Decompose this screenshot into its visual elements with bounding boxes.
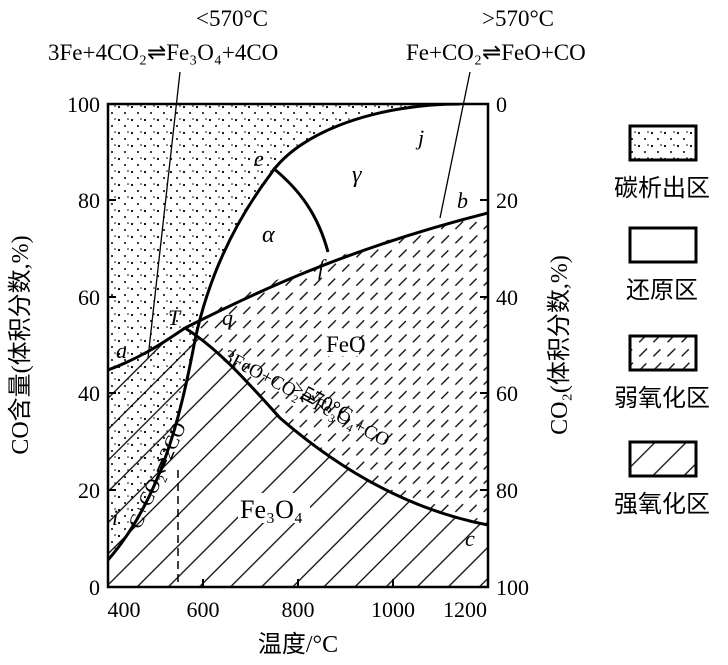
point-i-label: i [112, 505, 118, 530]
region-fe3o4-label: Fe₃O₄ [240, 495, 303, 524]
point-e-label: e [254, 146, 264, 171]
y-right-tick: 100 [496, 575, 529, 600]
below570-reaction: 3Fe+4CO₂⇌Fe₃O₄+4CO [48, 40, 278, 65]
legend-swatch-strong-oxidation [628, 440, 698, 478]
y-right-tick: 60 [496, 381, 518, 406]
x-tick: 1200 [443, 597, 487, 622]
y-right-tick: 0 [496, 92, 507, 117]
region-gamma-label: γ [352, 162, 362, 188]
legend-label-carbon: 碳析出区 [614, 175, 710, 202]
x-tick: 1000 [371, 597, 415, 622]
y-right-tick: 20 [496, 188, 518, 213]
legend-swatch-carbon [628, 124, 698, 162]
legend-label-reduction: 还原区 [626, 277, 698, 304]
leader-line-below570 [147, 71, 181, 359]
point-T-label: T [168, 305, 182, 330]
below570-label: <570°C [196, 6, 268, 31]
region-feo-label: FeO [326, 332, 366, 357]
alpha-gamma-boundary [272, 166, 330, 253]
point-b-label: b [457, 188, 468, 213]
x-tick: 600 [187, 597, 220, 622]
y-left-tick: 80 [78, 188, 100, 213]
point-j-label: j [415, 125, 424, 150]
point-a-label: a [116, 338, 127, 363]
legend-swatch-reduction [628, 226, 698, 264]
y-right-axis-title: CO₂(体积分数,%) [546, 255, 573, 435]
fe-feo-boundary [184, 211, 488, 330]
legend-label-strong-oxidation: 强氧化区 [614, 491, 710, 518]
point-c-label: c [465, 526, 475, 551]
legend-label-weak-oxidation: 弱氧化区 [614, 385, 710, 412]
carbon-deposition-region [108, 104, 488, 560]
y-right-tick: 80 [496, 478, 518, 503]
region-alpha-label: α [262, 222, 275, 248]
above570-reaction: Fe+CO₂⇌FeO+CO [406, 40, 586, 65]
legend-swatch-weak-oxidation [628, 334, 698, 372]
strong-oxidation-region [108, 328, 488, 587]
y-left-axis-title: CO含量(体积分数,%) [7, 235, 34, 454]
x-axis-title: 温度/°C [258, 631, 338, 658]
point-f-label: f [318, 255, 327, 280]
boudouard-curve [108, 104, 461, 561]
y-right-tick: 40 [496, 285, 518, 310]
y-left-tick: 20 [78, 478, 100, 503]
leader-line-above570 [439, 71, 471, 219]
legend: 碳析出区 还原区 弱氧化区 强氧化区 [614, 124, 710, 518]
y-left-tick: 100 [67, 92, 100, 117]
feo-fe3o4-boundary [184, 326, 488, 527]
x-tick: 400 [108, 597, 141, 622]
y-left-tick: 60 [78, 285, 100, 310]
above570-label: >570°C [482, 6, 554, 31]
x-tick: 800 [282, 597, 315, 622]
y-left-tick: 0 [89, 575, 100, 600]
point-q-label: q [222, 305, 233, 330]
y-left-tick: 40 [78, 381, 100, 406]
